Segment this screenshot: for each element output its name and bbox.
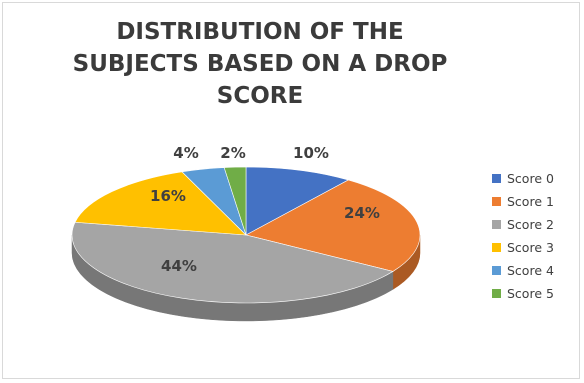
data-label-2: 44% bbox=[161, 257, 197, 275]
legend-swatch bbox=[492, 197, 501, 206]
chart-title-line-1: DISTRIBUTION OF THE bbox=[116, 19, 404, 45]
legend-item-score-1: Score 1 bbox=[492, 193, 554, 210]
legend-item-score-2: Score 2 bbox=[492, 216, 554, 233]
legend-label: Score 2 bbox=[507, 217, 554, 232]
pie-slice-score-5 bbox=[223, 166, 247, 236]
legend-swatch bbox=[492, 266, 501, 275]
legend-swatch bbox=[492, 243, 501, 252]
legend-item-score-4: Score 4 bbox=[492, 262, 554, 279]
data-label-0: 10% bbox=[293, 144, 329, 162]
chart-legend: Score 0 Score 1 Score 2 Score 3 Score 4 Score… bbox=[492, 170, 554, 302]
data-label-5: 2% bbox=[220, 144, 245, 162]
pie-tops bbox=[71, 166, 421, 304]
data-label-1: 24% bbox=[344, 204, 380, 222]
legend-swatch bbox=[492, 174, 501, 183]
legend-label: Score 5 bbox=[507, 286, 554, 301]
chart-title-line-2: SUBJECTS BASED ON A DROP bbox=[72, 51, 448, 77]
legend-swatch bbox=[492, 289, 501, 298]
legend-label: Score 0 bbox=[507, 171, 554, 186]
data-labels: 10% 24% 44% 16% 4% 2% bbox=[150, 144, 380, 275]
pie-slice-score-2 bbox=[71, 221, 394, 304]
legend-label: Score 3 bbox=[507, 240, 554, 255]
legend-item-score-0: Score 0 bbox=[492, 170, 554, 187]
pie-slice-score-3 bbox=[74, 171, 247, 236]
legend-swatch bbox=[492, 220, 501, 229]
chart-title-line-3: SCORE bbox=[216, 83, 304, 109]
legend-label: Score 1 bbox=[507, 194, 554, 209]
legend-label: Score 4 bbox=[507, 263, 554, 278]
legend-item-score-5: Score 5 bbox=[492, 285, 554, 302]
pie-slice-score-0 bbox=[245, 166, 350, 236]
pie-slice-score-1 bbox=[245, 179, 421, 272]
data-label-4: 4% bbox=[173, 144, 198, 162]
data-label-3: 16% bbox=[150, 187, 186, 205]
chart-title: DISTRIBUTION OF THE SUBJECTS BASED ON A … bbox=[20, 16, 500, 112]
legend-item-score-3: Score 3 bbox=[492, 239, 554, 256]
